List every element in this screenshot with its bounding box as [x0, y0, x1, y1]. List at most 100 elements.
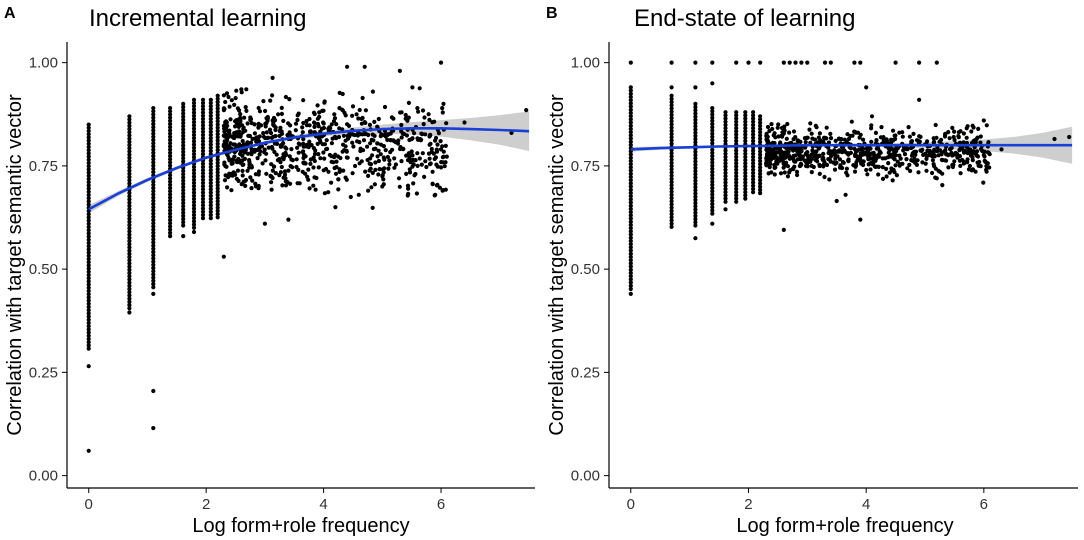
data-point: [710, 122, 715, 127]
data-point: [238, 160, 243, 165]
data-point: [200, 107, 206, 112]
data-point: [808, 140, 813, 145]
data-point: [191, 193, 197, 198]
data-point: [181, 201, 186, 206]
data-point: [294, 157, 299, 162]
data-point: [805, 164, 810, 169]
data-point: [168, 186, 173, 191]
data-point: [812, 137, 818, 142]
data-point: [86, 125, 91, 130]
data-point: [86, 157, 91, 162]
data-point: [191, 209, 197, 214]
data-point: [669, 132, 674, 137]
data-point: [151, 160, 156, 165]
data-point: [783, 150, 788, 155]
data-point: [410, 164, 415, 169]
data-point: [785, 164, 791, 169]
data-point: [872, 164, 878, 169]
data-point: [751, 135, 756, 140]
data-point: [232, 131, 237, 136]
outlier-point: [746, 60, 751, 65]
data-point: [628, 213, 633, 218]
data-point: [393, 162, 398, 167]
data-point: [168, 202, 173, 207]
data-point: [215, 128, 220, 133]
data-point: [382, 166, 387, 171]
outlier-point: [438, 60, 444, 65]
data-point: [191, 171, 197, 176]
data-point: [375, 141, 380, 146]
data-point: [86, 314, 91, 319]
data-point: [743, 193, 748, 198]
data-point: [723, 190, 728, 195]
data-point: [940, 183, 945, 188]
data-point: [723, 110, 728, 115]
data-point: [200, 209, 206, 214]
data-point: [628, 203, 633, 208]
data-point: [86, 295, 91, 300]
data-point: [191, 142, 197, 147]
data-point: [256, 125, 261, 130]
data-point: [841, 160, 846, 165]
data-point: [734, 135, 739, 140]
data-point: [303, 161, 308, 166]
data-point: [781, 165, 786, 170]
data-point: [215, 196, 220, 201]
data-point: [940, 171, 945, 176]
data-point: [127, 267, 132, 272]
outlier-point: [151, 388, 156, 394]
data-point: [333, 171, 339, 176]
data-point: [208, 123, 213, 128]
data-point: [168, 211, 173, 216]
data-point: [377, 167, 382, 172]
data-point: [200, 97, 206, 102]
data-point: [397, 184, 402, 189]
data-point: [86, 240, 91, 246]
data-point: [256, 183, 261, 189]
data-point: [86, 154, 91, 159]
data-point: [693, 133, 698, 138]
data-point: [979, 147, 984, 152]
data-point: [306, 177, 311, 182]
data-point: [181, 146, 186, 151]
data-point: [987, 152, 992, 157]
data-point: [743, 183, 748, 188]
data-point: [669, 160, 674, 165]
data-point: [228, 117, 233, 122]
data-point: [127, 181, 132, 186]
data-point: [370, 153, 375, 158]
data-point: [86, 122, 91, 127]
data-point: [191, 148, 197, 154]
data-point: [776, 134, 781, 139]
data-point: [734, 186, 739, 192]
data-point: [375, 124, 380, 129]
smooth-fit-line: [630, 143, 1073, 151]
data-point: [693, 105, 698, 110]
data-point: [315, 141, 320, 146]
data-point: [628, 200, 633, 205]
data-point: [352, 132, 357, 138]
data-point: [734, 161, 739, 166]
data-point: [441, 188, 446, 193]
data-point: [693, 188, 698, 193]
data-point: [127, 165, 132, 170]
data-point: [908, 168, 913, 174]
data-point: [693, 181, 698, 186]
data-point: [260, 161, 265, 166]
data-point: [215, 212, 220, 217]
data-point: [86, 327, 91, 332]
data-point: [363, 169, 368, 174]
data-point: [832, 150, 837, 155]
data-point: [628, 174, 633, 180]
data-point: [86, 231, 91, 236]
data-point: [359, 121, 364, 126]
data-point: [127, 143, 132, 148]
data-point: [263, 108, 268, 114]
data-point: [798, 163, 803, 168]
data-point: [974, 136, 979, 142]
data-point: [876, 172, 881, 177]
data-point: [238, 112, 243, 117]
data-point: [215, 116, 220, 121]
data-point: [860, 147, 865, 153]
data-point: [853, 164, 858, 169]
